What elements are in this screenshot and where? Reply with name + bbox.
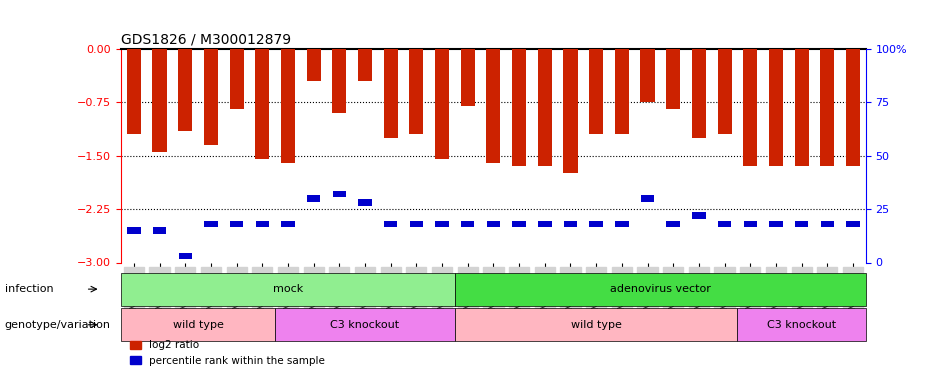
Bar (512, 221, 526, 227)
Bar (332, 191, 346, 197)
Bar (718, 49, 732, 134)
Bar (486, 49, 501, 163)
Bar (563, 49, 577, 173)
Text: mock: mock (273, 284, 304, 294)
Bar (332, 49, 346, 113)
Bar (255, 49, 269, 159)
Bar (538, 49, 552, 166)
Bar (127, 49, 141, 134)
Bar (256, 221, 269, 227)
Bar (281, 221, 295, 227)
Bar (410, 221, 423, 227)
Bar (153, 49, 167, 152)
Bar (178, 49, 193, 131)
Text: genotype/variation: genotype/variation (5, 320, 111, 330)
Bar (128, 227, 141, 234)
Bar (718, 221, 731, 227)
Bar (461, 49, 475, 106)
Bar (487, 221, 500, 227)
Bar (846, 49, 860, 166)
Text: GDS1826 / M300012879: GDS1826 / M300012879 (121, 32, 291, 46)
Bar (153, 227, 167, 234)
Bar (589, 221, 603, 227)
Bar (820, 49, 834, 166)
Bar (358, 200, 371, 206)
Bar (589, 49, 603, 134)
Bar (820, 221, 834, 227)
Bar (436, 221, 449, 227)
Bar (179, 253, 192, 259)
Text: C3 knockout: C3 knockout (767, 320, 836, 330)
Bar (384, 49, 398, 138)
Bar (410, 49, 424, 134)
Bar (667, 221, 680, 227)
Bar (667, 49, 681, 110)
Bar (794, 49, 809, 166)
Legend: log2 ratio, percentile rank within the sample: log2 ratio, percentile rank within the s… (127, 336, 330, 370)
Bar (230, 49, 244, 110)
Bar (204, 49, 218, 145)
Bar (230, 221, 243, 227)
Bar (204, 221, 218, 227)
Bar (538, 221, 551, 227)
Text: adenovirus vector: adenovirus vector (610, 284, 710, 294)
Bar (846, 221, 859, 227)
Bar (692, 212, 706, 219)
Text: C3 knockout: C3 knockout (331, 320, 399, 330)
Bar (744, 221, 757, 227)
Bar (641, 195, 654, 202)
Bar (769, 221, 783, 227)
Bar (358, 49, 372, 81)
Bar (306, 49, 320, 81)
Bar (769, 49, 783, 166)
Bar (281, 49, 295, 163)
Text: infection: infection (5, 284, 53, 294)
Bar (795, 221, 808, 227)
Bar (615, 221, 628, 227)
Text: wild type: wild type (571, 320, 622, 330)
Bar (435, 49, 449, 159)
Bar (461, 221, 475, 227)
Bar (692, 49, 706, 138)
Bar (564, 221, 577, 227)
Bar (614, 49, 629, 134)
Text: wild type: wild type (172, 320, 223, 330)
Bar (512, 49, 526, 166)
Bar (384, 221, 398, 227)
Bar (743, 49, 757, 166)
Bar (307, 195, 320, 202)
Bar (641, 49, 654, 102)
